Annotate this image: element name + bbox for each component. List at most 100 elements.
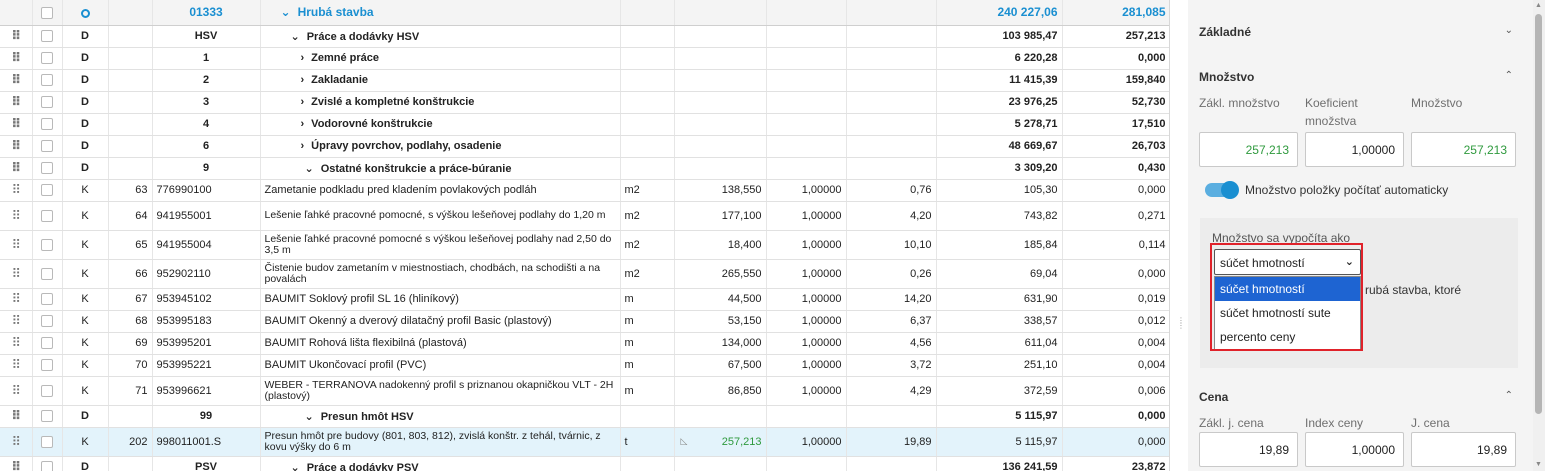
row-name-cell[interactable]: BAUMIT Ukončovací profil (PVC) (260, 354, 621, 377)
row-qty[interactable] (674, 456, 767, 471)
row-name-cell[interactable]: ⌄ Presun hmôt HSV (260, 405, 621, 428)
row-name-cell[interactable]: › Vodorovné konštrukcie (260, 113, 621, 136)
base-price-input[interactable]: 19,89 (1199, 432, 1298, 467)
item-row[interactable]: ⠿ K 68 953995183 BAUMIT Okenný a dverový dil… (0, 310, 1169, 333)
chevron-right-icon[interactable]: › (300, 118, 305, 130)
drag-handle-icon[interactable]: ⠿ (0, 456, 33, 471)
section-basic[interactable]: Základné ⌄ (1199, 25, 1513, 39)
row-name-cell[interactable]: Presun hmôt pre budovy (801, 803, 812), … (260, 427, 621, 457)
section-row[interactable]: ⠿ D 6 › Úpravy povrchov, podlahy, osadenie 48… (0, 135, 1169, 158)
row-name-cell[interactable]: BAUMIT Okenný a dverový dilatačný profil… (260, 310, 621, 333)
chevron-right-icon[interactable]: › (300, 140, 305, 152)
row-checkbox[interactable] (32, 91, 63, 114)
row-name-cell[interactable]: › Zvislé a kompletné konštrukcie (260, 91, 621, 114)
drag-handle-icon[interactable]: ⠿ (0, 310, 33, 333)
item-row[interactable]: ⠿ K 66 952902110 Čistenie budov zametaním v … (0, 259, 1169, 289)
drag-handle-icon[interactable]: ⠿ (0, 69, 33, 92)
row-name-cell[interactable]: ⌄ Ostatné konštrukcie a práce-búranie (260, 157, 621, 180)
row-checkbox[interactable] (32, 135, 63, 158)
row-qty[interactable] (674, 69, 767, 92)
row-name-cell[interactable]: Lešenie ľahké pracovné pomocné s výškou … (260, 230, 621, 260)
item-row[interactable]: ⠿ K 69 953995201 BAUMIT Rohová lišta flexibi… (0, 332, 1169, 355)
chevron-down-icon[interactable]: ⌄ (290, 30, 300, 43)
option-debris-weight-sum[interactable]: súčet hmotností sute (1220, 306, 1331, 320)
chevron-up-icon[interactable]: ⌃ (1504, 70, 1513, 81)
row-checkbox[interactable] (32, 113, 63, 136)
drag-handle-icon[interactable]: ⠿ (0, 91, 33, 114)
row-qty[interactable] (674, 405, 767, 428)
drag-handle-icon[interactable]: ⠿ (0, 259, 33, 289)
row-checkbox[interactable] (32, 47, 63, 70)
row-name-cell[interactable]: Čistenie budov zametaním v miestnostiach… (260, 259, 621, 289)
drag-handle-icon[interactable]: ⠿ (0, 354, 33, 377)
row-checkbox[interactable] (32, 456, 63, 471)
row-qty[interactable]: 265,550 (674, 259, 767, 289)
chevron-up-icon[interactable]: ⌃ (1504, 390, 1513, 401)
section-row[interactable]: ⠿ D PSV ⌄ Práce a dodávky PSV 136 241,59 23,87… (0, 456, 1169, 471)
row-name-cell[interactable]: › Úpravy povrchov, podlahy, osadenie (260, 135, 621, 158)
row-qty[interactable]: 177,100 (674, 201, 767, 231)
row-checkbox[interactable] (32, 69, 63, 92)
chevron-down-icon[interactable]: ⌄ (1504, 25, 1513, 36)
qty-input[interactable]: 257,213 (1411, 132, 1516, 167)
chevron-right-icon[interactable]: › (300, 74, 305, 86)
row-name-cell[interactable]: Zametanie podkladu pred kladením povlako… (260, 179, 621, 202)
section-row[interactable]: ⠿ D 1 › Zemné práce 6 220,28 0,000 (0, 47, 1169, 70)
row-qty[interactable]: ◺ 257,213 (674, 427, 767, 457)
item-row[interactable]: ⠿ K 67 953945102 BAUMIT Soklový profil SL 16… (0, 288, 1169, 311)
drag-handle-icon[interactable]: ⠿ (0, 157, 33, 180)
row-checkbox[interactable] (32, 259, 63, 289)
scroll-up-icon[interactable]: ▲ (1535, 2, 1542, 9)
item-row[interactable]: ⠿ K 70 953995221 BAUMIT Ukončovací profil (P… (0, 354, 1169, 377)
row-checkbox[interactable] (32, 25, 63, 48)
row-name-cell[interactable]: Lešenie ľahké pracovné pomocné, s výškou… (260, 201, 621, 231)
chevron-down-icon[interactable]: ⌄ (304, 410, 314, 423)
section-row[interactable]: ⠿ D 99 ⌄ Presun hmôt HSV 5 115,97 0,000 (0, 405, 1169, 428)
row-checkbox[interactable] (32, 405, 63, 428)
drag-handle-icon[interactable]: ⠿ (0, 332, 33, 355)
row-name-cell[interactable]: WEBER - TERRANOVA nadokenný profil s pri… (260, 376, 621, 406)
section-row[interactable]: ⠿ D HSV ⌄ Práce a dodávky HSV 103 985,47 257,2… (0, 25, 1169, 48)
section-row[interactable]: ⠿ D 4 › Vodorovné konštrukcie 5 278,71 17,510 (0, 113, 1169, 136)
item-row[interactable]: ⠿ K 71 953996621 WEBER - TERRANOVA nadokenný… (0, 376, 1169, 406)
row-qty[interactable]: 67,500 (674, 354, 767, 377)
chevron-down-icon[interactable]: ⌄ (280, 5, 291, 20)
row-checkbox[interactable] (32, 310, 63, 333)
row-qty[interactable] (674, 157, 767, 180)
item-row[interactable]: ⠿ K 202 998011001.S Presun hmôt pre budovy (… (0, 427, 1169, 457)
row-qty[interactable]: 138,550 (674, 179, 767, 202)
row-qty[interactable] (674, 91, 767, 114)
chevron-down-icon[interactable]: ⌄ (304, 162, 314, 175)
row-checkbox[interactable] (32, 179, 63, 202)
row-checkbox[interactable] (32, 332, 63, 355)
section-row[interactable]: ⠿ D 2 › Zakladanie 11 415,39 159,840 (0, 69, 1169, 92)
drag-handle-icon[interactable]: ⠿ (0, 179, 33, 202)
row-checkbox[interactable] (32, 376, 63, 406)
drag-handle-icon[interactable]: ⠿ (0, 376, 33, 406)
auto-qty-toggle[interactable] (1205, 181, 1239, 199)
splitter-grip-icon[interactable]: ⋮ ⋮ (1177, 316, 1185, 330)
row-checkbox[interactable] (32, 201, 63, 231)
row-qty[interactable] (674, 47, 767, 70)
row-qty[interactable]: 86,850 (674, 376, 767, 406)
drag-handle-icon[interactable]: ⠿ (0, 135, 33, 158)
row-qty[interactable]: 53,150 (674, 310, 767, 333)
panel-scrollbar[interactable]: ▲ ▼ (1533, 0, 1545, 471)
row-name-cell[interactable]: › Zemné práce (260, 47, 621, 70)
row-name-cell[interactable]: ⌄ Práce a dodávky HSV (260, 25, 621, 48)
row-checkbox[interactable] (32, 230, 63, 260)
drag-handle-icon[interactable]: ⠿ (0, 201, 33, 231)
calc-method-select[interactable]: súčet hmotností ⌄ (1214, 249, 1361, 275)
row-qty[interactable]: 18,400 (674, 230, 767, 260)
drag-handle-icon[interactable]: ⠿ (0, 230, 33, 260)
item-row[interactable]: ⠿ K 65 941955004 Lešenie ľahké pracovné pomo… (0, 230, 1169, 260)
drag-handle-icon[interactable]: ⠿ (0, 47, 33, 70)
row-name-cell[interactable]: › Zakladanie (260, 69, 621, 92)
row-qty[interactable]: 44,500 (674, 288, 767, 311)
section-row[interactable]: ⠿ D 3 › Zvislé a kompletné konštrukcie 23 976… (0, 91, 1169, 114)
chevron-right-icon[interactable]: › (300, 52, 305, 64)
drag-handle-icon[interactable]: ⠿ (0, 288, 33, 311)
row-qty[interactable] (674, 113, 767, 136)
option-weight-sum[interactable]: súčet hmotností (1215, 277, 1360, 301)
row-checkbox[interactable] (32, 157, 63, 180)
